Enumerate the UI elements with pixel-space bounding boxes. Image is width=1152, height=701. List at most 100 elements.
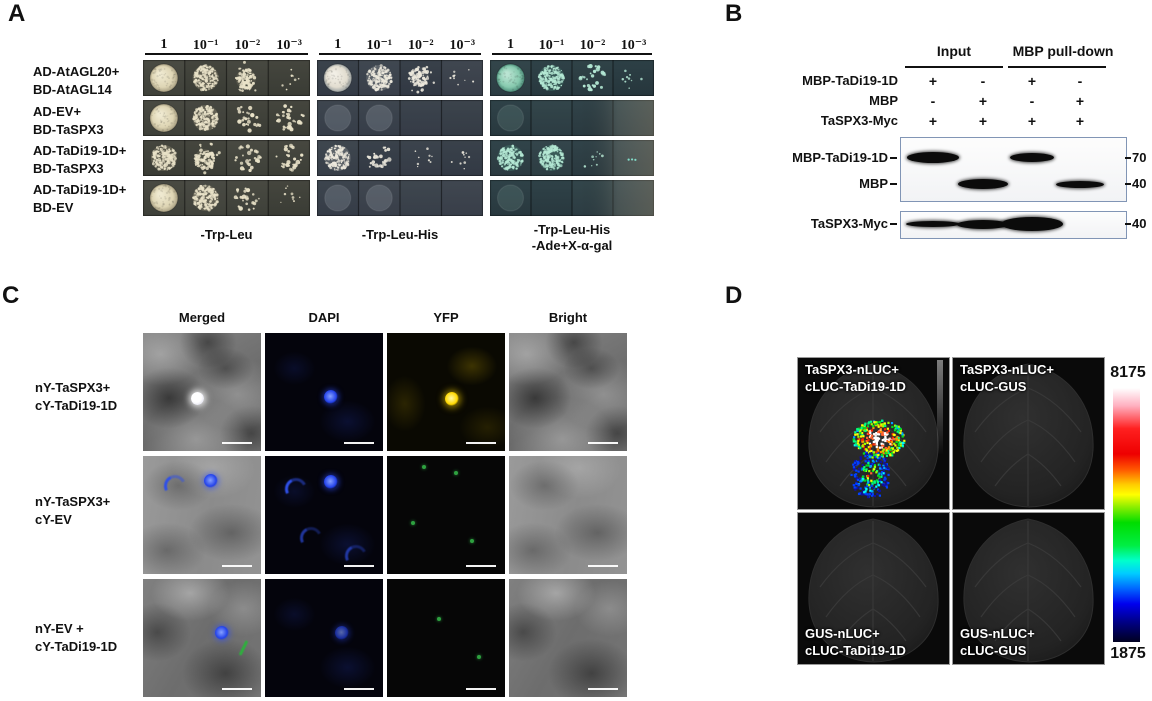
luciferase-leaf-image: TaSPX3-nLUC+ cLUC-TaDi19-1D	[797, 357, 950, 510]
row-label-line1: nY-TaSPX3+	[35, 494, 111, 509]
marker-size: 70	[1132, 149, 1147, 165]
medium-label: -Trp-Leu	[129, 227, 324, 243]
dilution-header: 1	[507, 37, 514, 52]
medium-label-line: -Trp-Leu-His	[361, 227, 439, 242]
bifc-row-label: nY-TaSPX3+ cY-EV	[35, 493, 141, 529]
yeast-plate-row-photo	[143, 60, 310, 96]
leaf-label-line2: cLUC-TaDi19-1D	[805, 378, 906, 394]
condition-value: +	[978, 93, 988, 109]
dilution-header: 10⁻¹	[366, 38, 393, 53]
yeast-plate-row-photo	[143, 140, 310, 176]
marker-size: 40	[1132, 176, 1147, 191]
fluorescence-feature	[454, 471, 459, 476]
fluorescence-feature	[436, 616, 441, 621]
row-label-line2: BD-EV	[33, 200, 74, 215]
band-label: TaSPX3-Myc	[810, 216, 888, 231]
dilution-underline	[145, 53, 308, 55]
yeast-plate-row-photo	[490, 180, 654, 216]
scale-bar	[344, 442, 374, 444]
scale-bar	[588, 688, 618, 690]
luciferase-leaf-image: GUS-nLUC+ cLUC-GUS	[952, 512, 1105, 665]
yeast-plate-row-photo	[317, 140, 483, 176]
leaf-label-line2: cLUC-GUS	[960, 378, 1027, 394]
yeast-plate-row-photo	[490, 60, 654, 96]
dilution-header: 10⁻²	[234, 38, 261, 53]
protein-band	[1001, 217, 1063, 231]
scale-bar	[466, 688, 496, 690]
row-label-line2: BD-TaSPX3	[33, 122, 104, 137]
medium-label: -Trp-Leu-His	[303, 227, 497, 243]
leaf-combination-label: GUS-nLUC+ cLUC-TaDi19-1D	[805, 626, 906, 659]
luminescence-signal	[844, 416, 906, 500]
condition-value: +	[928, 113, 938, 129]
row-label-line2: cY-EV	[35, 512, 72, 527]
marker-tick	[1125, 183, 1131, 185]
condition-value: +	[1075, 113, 1085, 129]
fluorescence-feature	[297, 523, 326, 552]
condition-row-label: MBP-TaDi19-1D	[802, 73, 898, 88]
scale-bar	[222, 688, 252, 690]
leaf-combination-label: TaSPX3-nLUC+ cLUC-GUS	[960, 362, 1054, 395]
scale-bar	[222, 565, 252, 567]
row-label-line2: cY-TaDi19-1D	[35, 398, 118, 413]
microscopy-tile-bright-row3	[509, 579, 627, 697]
leaf-combination-label: GUS-nLUC+ cLUC-GUS	[960, 626, 1035, 659]
western-blot-box	[900, 137, 1127, 202]
column-header-bright: Bright	[548, 310, 588, 325]
protein-band	[1056, 180, 1104, 188]
dilution-header: 10⁻²	[407, 38, 434, 53]
scale-bar	[222, 442, 252, 444]
bait-prey-row-label: AD-TaDi19-1D+ BD-TaSPX3	[33, 142, 145, 178]
dilution-header: 1	[334, 37, 342, 52]
fluorescence-feature	[469, 538, 474, 543]
medium-label: -Trp-Leu-His -Ade+X-α-gal	[476, 222, 668, 254]
row-label-line1: AD-EV+	[33, 104, 82, 119]
marker-size: 40	[1132, 216, 1147, 231]
panel-a-letter: A	[8, 0, 26, 27]
western-blot-box	[900, 211, 1127, 239]
row-label-line2: BD-AtAGL14	[33, 82, 112, 97]
fluorescence-feature	[342, 541, 371, 570]
fluorescence-feature	[422, 465, 427, 470]
condition-row-label: TaSPX3-Myc	[820, 113, 898, 128]
medium-label-line: -Trp-Leu	[200, 227, 253, 242]
microscopy-tile-dapi-row1	[265, 333, 383, 451]
protein-band	[907, 152, 959, 163]
fluorescence-feature	[238, 640, 249, 657]
dilution-underline	[492, 53, 652, 55]
row-label-line2: BD-TaSPX3	[33, 161, 104, 176]
row-label-line1: AD-TaDi19-1D+	[33, 182, 127, 197]
panel-b-letter: B	[725, 0, 743, 27]
condition-value: +	[978, 113, 988, 129]
microscopy-tile-yfp-row3	[387, 579, 505, 697]
band-label: MBP	[859, 176, 888, 191]
yeast-plate-row-photo	[143, 180, 310, 216]
protein-band	[906, 221, 960, 227]
nucleus-signal	[214, 626, 229, 641]
medium-label-line: -Ade+X-α-gal	[531, 238, 613, 253]
condition-value: +	[1027, 73, 1037, 89]
group-underline-input	[905, 66, 1003, 68]
colorbar-min-value: 1875	[1110, 645, 1146, 662]
yeast-plate-row-photo	[317, 180, 483, 216]
microscopy-tile-yfp-row1	[387, 333, 505, 451]
dilution-header: 10⁻³	[449, 38, 476, 53]
luciferase-leaf-image: GUS-nLUC+ cLUC-TaDi19-1D	[797, 512, 950, 665]
condition-row-label: MBP	[869, 93, 898, 108]
microscopy-tile-bright-row1	[509, 333, 627, 451]
microscopy-tile-dapi-row3	[265, 579, 383, 697]
condition-value: +	[928, 73, 938, 89]
fluorescence-feature	[161, 472, 190, 500]
leaf-label-line2: cLUC-GUS	[960, 642, 1027, 658]
colorbar-max-value: 8175	[1110, 364, 1146, 381]
luciferase-leaf-image: TaSPX3-nLUC+ cLUC-GUS	[952, 357, 1105, 510]
microscopy-tile-yfp-row2	[387, 456, 505, 574]
band-label-dash	[890, 156, 897, 159]
scale-bar	[466, 565, 496, 567]
band-label: MBP-TaDi19-1D	[792, 149, 888, 165]
condition-value: +	[1027, 113, 1037, 129]
nucleus-signal	[334, 626, 349, 641]
